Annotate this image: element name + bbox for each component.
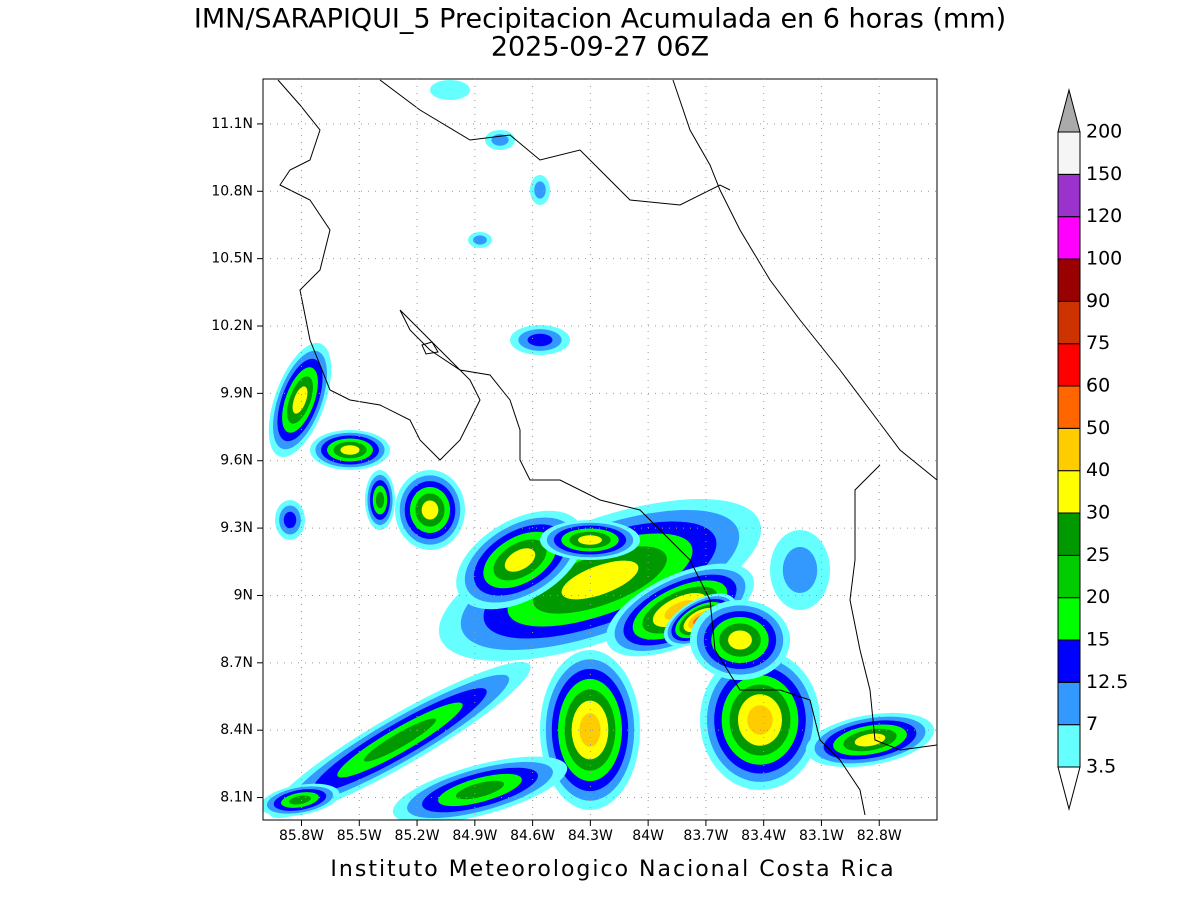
lon-tick-label: 84W: [632, 828, 664, 844]
lat-tick-label: 10.2N: [211, 318, 253, 334]
lat-tick-label: 8.7N: [220, 655, 253, 671]
colorbar-bin: [1057, 131, 1081, 175]
precip-contour: [561, 560, 639, 600]
colorbar-over: [1057, 88, 1081, 133]
colorbar-bin: [1057, 597, 1081, 641]
lon-tick-label: 83.1W: [799, 828, 844, 844]
colorbar-bin: [1057, 554, 1081, 599]
title: IMN/SARAPIQUI_5 Precipitacion Acumulada …: [194, 4, 1006, 35]
colorbar-label: 60: [1086, 375, 1110, 397]
colorbar-label: 120: [1086, 205, 1122, 227]
lat-tick-label: 10.8N: [211, 183, 253, 199]
map-frame: [262, 78, 938, 821]
precip-contour: [455, 780, 505, 800]
colorbar-bin: [1057, 258, 1081, 302]
precip-contour: [473, 235, 487, 245]
colorbar-bin: [1057, 512, 1081, 556]
lat-tick-label: 11.1N: [211, 116, 253, 132]
lon-tick-label: 83.7W: [683, 828, 728, 844]
precip-contour: [292, 386, 308, 414]
colorbar-label: 200: [1086, 121, 1122, 143]
lat-tick-label: 9.9N: [220, 385, 253, 401]
lat-tick-label: 9.6N: [220, 453, 253, 469]
lon-tick-label: 85.8W: [279, 828, 324, 844]
colorbar-bin: [1057, 343, 1081, 387]
lon-tick-label: 84.3W: [568, 828, 613, 844]
lon-tick-label: 82.8W: [857, 828, 902, 844]
colorbar-label: 3.5: [1086, 756, 1116, 778]
lon-tick-label: 84.6W: [510, 828, 555, 844]
lat-tick-label: 8.4N: [220, 722, 253, 738]
colorbar-label: 20: [1086, 586, 1110, 608]
colorbar-under: [1057, 766, 1081, 811]
precip-contour: [854, 733, 886, 747]
colorbar-label: 100: [1086, 248, 1122, 270]
colorbar: 3.5 7 12.5 15 20 25 30 40 50 60 75 90 100 120 150 200: [1057, 88, 1128, 811]
colorbar-label: 50: [1086, 417, 1110, 439]
colorbar-bin: [1057, 427, 1081, 472]
lat-tick-label: 10.5N: [211, 251, 253, 267]
footer: Instituto Meteorologico Nacional Costa R…: [330, 857, 895, 882]
lon-tick-label: 84.9W: [452, 828, 497, 844]
lon-tick-label: 83.4W: [741, 828, 786, 844]
precip-contour: [782, 547, 818, 593]
colorbar-bin: [1057, 681, 1081, 726]
colorbar-label: 150: [1086, 163, 1122, 185]
colorbar-bin: [1057, 216, 1081, 260]
colorbar-label: 25: [1086, 544, 1110, 566]
precip-contour: [430, 80, 470, 100]
colorbar-bin: [1057, 724, 1081, 768]
colorbar-label: 40: [1086, 459, 1110, 481]
colorbar-label: 7: [1086, 713, 1098, 735]
map-axes: 8.1N 8.4N 8.7N 9N 9.3N 9.6N 9.9N 10.2N 10.5N 10.8…: [211, 79, 937, 844]
coastlines: [277, 79, 937, 816]
precip-contour: [578, 535, 602, 545]
precip-contour: [504, 548, 536, 572]
precip-field: [263, 80, 935, 820]
colorbar-label: 30: [1086, 502, 1110, 524]
colorbar-bin: [1057, 173, 1081, 218]
colorbar-label: 15: [1086, 629, 1110, 651]
precip-contour: [728, 630, 752, 650]
precip-contour: [527, 333, 553, 347]
lat-tick-label: 9N: [234, 587, 253, 603]
precip-contour: [283, 511, 297, 529]
colorbar-bin: [1057, 470, 1081, 514]
lon-tick-label: 85.2W: [395, 828, 440, 844]
colorbar-label: 12.5: [1086, 671, 1128, 693]
colorbar-bin: [1057, 385, 1081, 429]
lat-tick-label: 8.1N: [220, 790, 253, 806]
lat-tick-label: 9.3N: [220, 520, 253, 536]
precip-contour: [421, 500, 439, 520]
colorbar-bin: [1057, 300, 1081, 345]
precip-contour: [375, 491, 385, 509]
precip-contour: [534, 181, 546, 199]
precip-contour: [363, 718, 437, 762]
precip-contour: [340, 445, 360, 455]
colorbar-label: 90: [1086, 290, 1110, 312]
colorbar-bin: [1057, 639, 1081, 683]
lon-tick-label: 85.5W: [337, 828, 382, 844]
precip-contour: [747, 705, 773, 735]
colorbar-label: 75: [1086, 332, 1110, 354]
subtitle: 2025-09-27 06Z: [491, 32, 709, 63]
